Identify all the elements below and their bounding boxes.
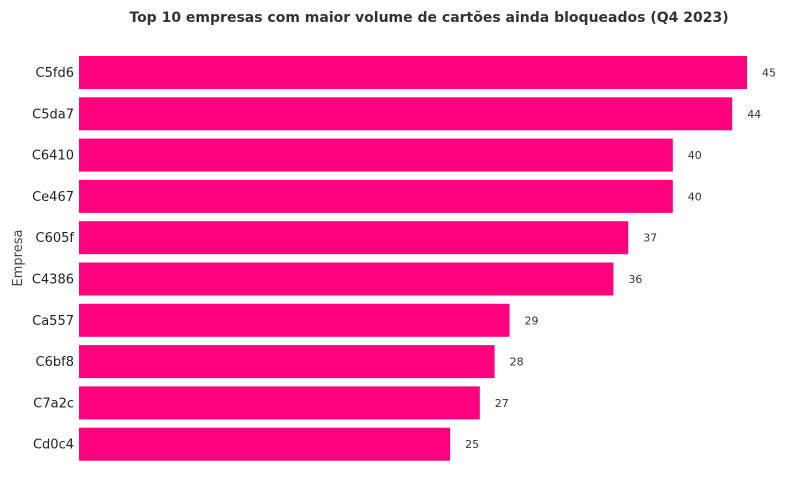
value-label: 45 — [762, 67, 776, 80]
y-tick-labels: C5fd6 C5da7 C6410 Ce467 C605f C4386 Ca557 C6bf8… — [32, 66, 75, 453]
y-tick-label: C5fd6 — [36, 66, 74, 81]
y-tick-label: C5da7 — [32, 107, 74, 122]
value-label: 44 — [747, 108, 761, 121]
bar-C5da7 — [79, 97, 733, 131]
bar-C4386 — [79, 262, 614, 296]
value-label: 40 — [688, 149, 702, 162]
y-tick-label: Ca557 — [32, 314, 74, 329]
value-label: 37 — [643, 232, 657, 245]
bar-Ce467 — [79, 179, 673, 213]
bar-C6410 — [79, 138, 673, 172]
bar-Ca557 — [79, 303, 510, 337]
bar-C6bf8 — [79, 345, 495, 379]
y-tick-label: C6410 — [32, 149, 74, 164]
y-tick-label: Ce467 — [32, 190, 74, 205]
bar-C5fd6 — [79, 56, 747, 89]
bar-C605f — [79, 221, 629, 255]
bars-layer — [79, 56, 747, 461]
bar-Cd0c4 — [79, 427, 451, 461]
value-label: 25 — [465, 438, 479, 451]
value-label: 40 — [688, 190, 702, 203]
y-tick-label: C6bf8 — [36, 355, 74, 370]
y-tick-label: Cd0c4 — [33, 438, 74, 453]
value-label: 28 — [510, 356, 524, 369]
bar-C7a2c — [79, 386, 480, 420]
value-labels: 45 44 40 40 37 36 29 28 27 25 — [465, 67, 776, 452]
y-axis-label: Empresa — [11, 230, 26, 287]
y-tick-label: C605f — [36, 231, 75, 246]
value-label: 27 — [495, 397, 509, 410]
chart-title: Top 10 empresas com maior volume de cart… — [129, 10, 728, 26]
value-label: 36 — [628, 273, 642, 286]
y-tick-label: C7a2c — [33, 396, 74, 411]
value-label: 29 — [525, 314, 539, 327]
y-tick-label: C4386 — [32, 273, 74, 288]
